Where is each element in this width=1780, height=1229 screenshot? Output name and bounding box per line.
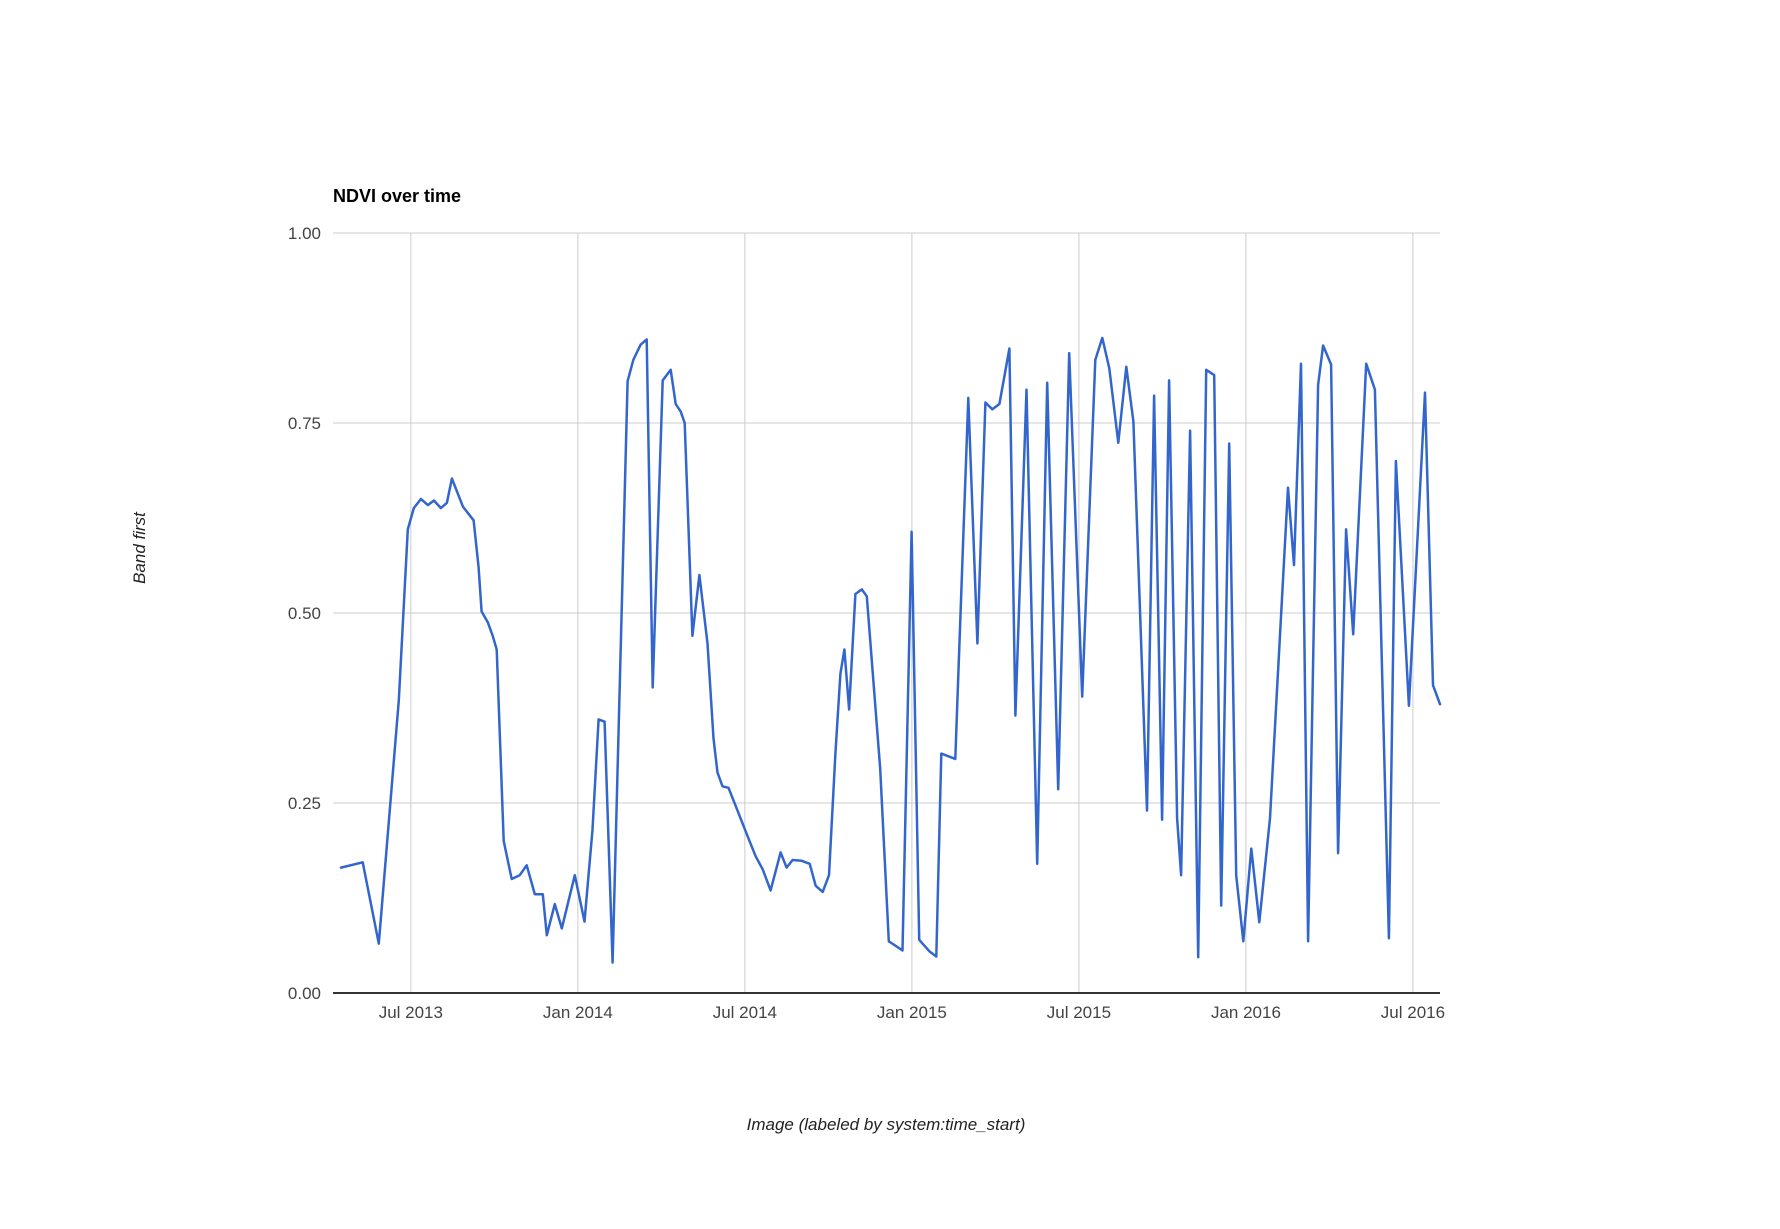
x-tick-label: Jul 2014	[712, 1003, 777, 1022]
y-tick-label: 0.50	[287, 604, 321, 623]
x-tick-label: Jan 2016	[1210, 1003, 1281, 1022]
x-tick-label: Jan 2015	[876, 1003, 947, 1022]
x-tick-label: Jul 2013	[378, 1003, 443, 1022]
x-tick-label: Jul 2016	[1380, 1003, 1446, 1022]
chart-title: NDVI over time	[333, 186, 462, 206]
y-tick-label: 0.75	[287, 414, 321, 433]
y-tick-label: 0.25	[287, 794, 321, 813]
ndvi-series-line[interactable]	[339, 336, 1442, 964]
x-axis-title: Image (labeled by system:time_start)	[746, 1115, 1026, 1134]
x-tick-label: Jul 2015	[1046, 1003, 1112, 1022]
y-axis-title: Band first	[130, 512, 149, 584]
x-tick-label: Jan 2014	[542, 1003, 613, 1022]
y-tick-label: 1.00	[287, 224, 321, 243]
y-tick-label: 0.00	[287, 984, 321, 1003]
